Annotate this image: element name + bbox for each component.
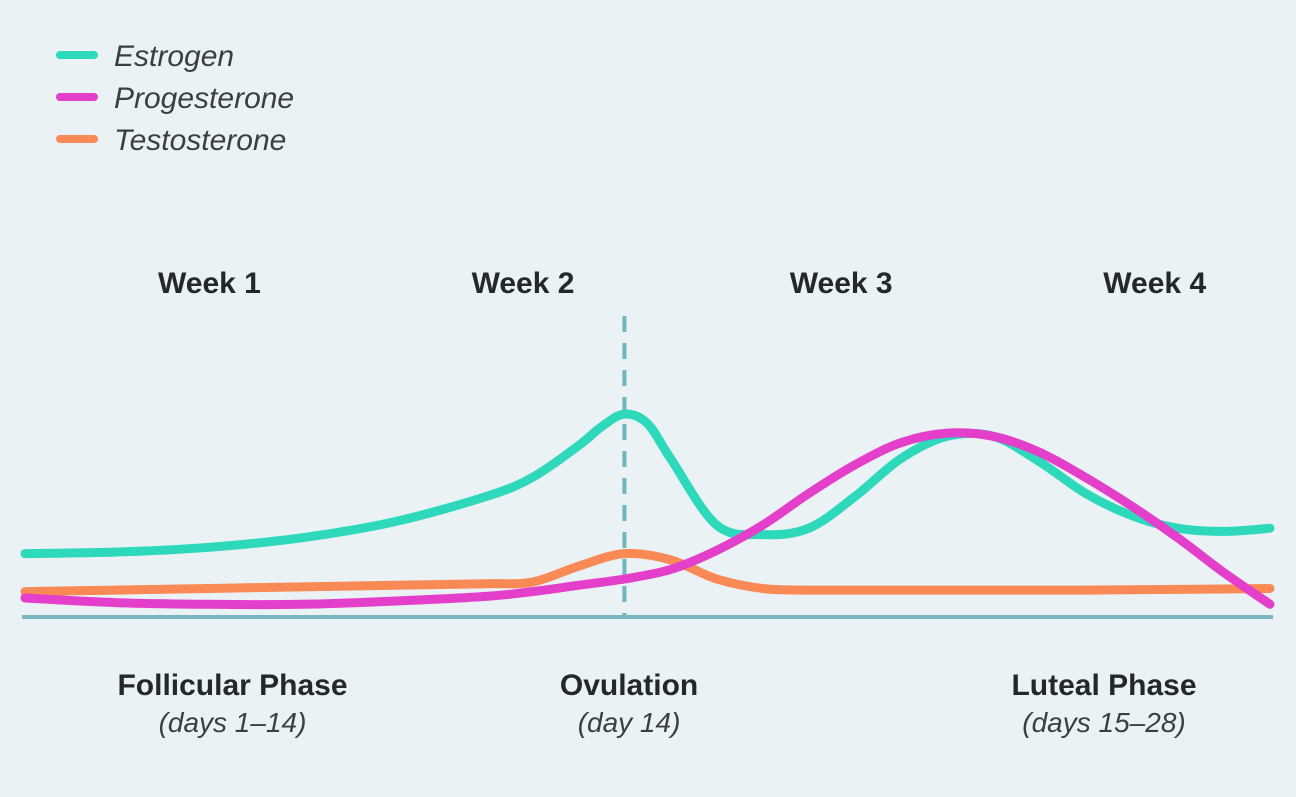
series-lines	[20, 409, 1275, 610]
phase-subtitle-ovulation: (day 14)	[578, 707, 681, 738]
phase-title-luteal-phase: Luteal Phase	[1011, 669, 1196, 702]
week-label-1: Week 1	[158, 267, 261, 300]
phase-title-ovulation: Ovulation	[560, 669, 698, 702]
legend: Estrogen Progesterone Testosterone	[56, 40, 294, 157]
legend-label-estrogen: Estrogen	[114, 40, 234, 73]
week-labels: Week 1 Week 2 Week 3 Week 4	[158, 267, 1206, 300]
phase-labels: Follicular Phase (days 1–14) Ovulation (day…	[117, 669, 1196, 738]
legend-label-progesterone: Progesterone	[114, 82, 294, 115]
series-line-estrogen	[20, 409, 1275, 559]
phase-title-follicular-phase: Follicular Phase	[117, 669, 347, 702]
series-line-testosterone	[20, 548, 1275, 597]
week-label-3: Week 3	[790, 267, 893, 300]
phase-subtitle-follicular-phase: (days 1–14)	[159, 707, 307, 738]
phase-subtitle-luteal-phase: (days 15–28)	[1022, 707, 1185, 738]
week-label-2: Week 2	[472, 267, 575, 300]
week-label-4: Week 4	[1103, 267, 1206, 300]
legend-label-testosterone: Testosterone	[114, 124, 286, 157]
series-line-progesterone	[20, 428, 1275, 610]
